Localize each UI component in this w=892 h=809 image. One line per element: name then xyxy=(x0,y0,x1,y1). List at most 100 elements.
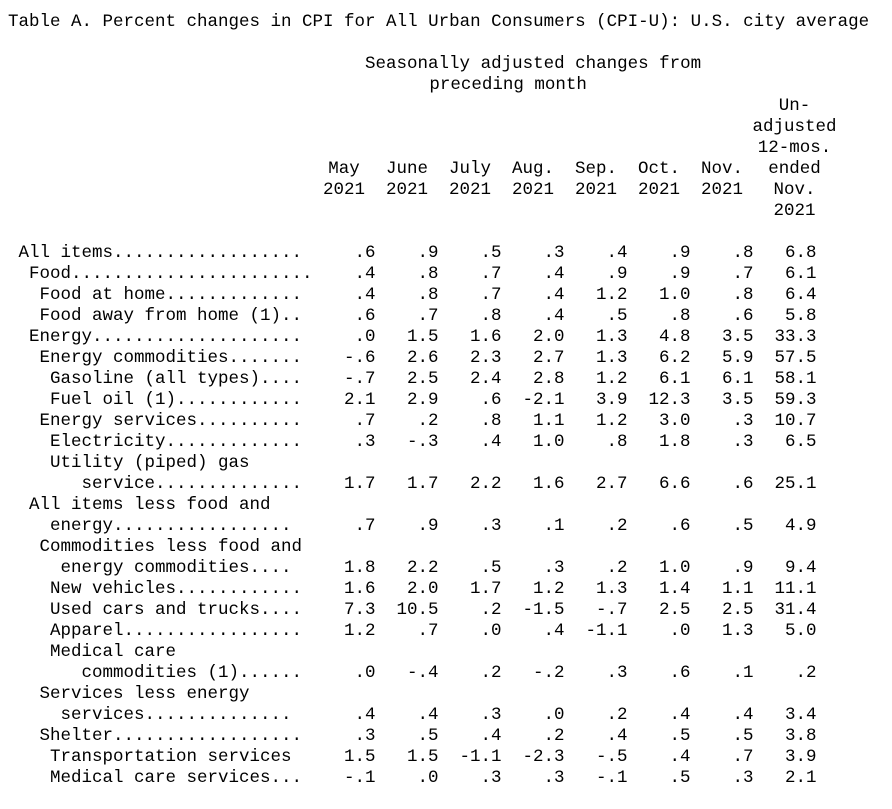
year-column-headers: 2021 2021 2021 2021 2021 2021 2021 xyxy=(8,180,892,201)
column-header-year-june-2021: 2021 xyxy=(386,180,429,200)
unadjusted-header-line-4: ended xyxy=(768,159,821,179)
cell-food-oct-2021: .9 xyxy=(669,264,691,284)
cell-fuel-oil-june-2021: 2.9 xyxy=(407,390,439,410)
cell-used-cars-and-trucks-may-2021: 7.3 xyxy=(344,600,376,620)
table-body: All items.................. .6.9.5.3.4.9.… xyxy=(8,243,892,789)
row-label-medical-care-commodities: Medical care xyxy=(8,642,177,662)
cell-all-items-less-food-and-energy-aug-2021: .1 xyxy=(543,516,565,536)
table-row-used-cars-and-trucks: Used cars and trucks.... 7.3 10.5 .2 -1.5 -.7… xyxy=(8,600,892,621)
cell-food-12mo-ended-nov-2021: 6.1 xyxy=(785,264,817,284)
cell-medical-care-services-aug-2021: .3 xyxy=(543,768,565,788)
cell-used-cars-and-trucks-aug-2021: -1.5 xyxy=(522,600,565,620)
row-label-energy-commodities: Energy commodities....... xyxy=(8,348,303,368)
row-label-services-less-energy-services: services.............. xyxy=(8,705,292,725)
cell-food-at-home-nov-2021: .8 xyxy=(732,285,754,305)
unadjusted-header-line-2: adjusted xyxy=(752,117,837,137)
cell-gasoline-all-types-aug-2021: 2.8 xyxy=(533,369,565,389)
row-label-electricity: Electricity............. xyxy=(8,432,303,452)
column-header-aug-2021: Aug. xyxy=(512,159,555,179)
cell-used-cars-and-trucks-oct-2021: 2.5 xyxy=(659,600,691,620)
cell-food-june-2021: .8 xyxy=(417,264,439,284)
table-row-transportation-services: Transportation services 1.5 1.5 -1.1 -2.3 -.5… xyxy=(8,747,892,768)
column-header-year-sep-2021: 2021 xyxy=(575,180,618,200)
cell-transportation-services-oct-2021: .4 xyxy=(669,747,691,767)
seasonally-adjusted-header-line2: preceding month xyxy=(429,75,587,95)
cell-transportation-services-july-2021: -1.1 xyxy=(459,747,502,767)
cell-all-items-12mo-ended-nov-2021: 6.8 xyxy=(785,243,817,263)
table-row-commodities-less-food-energy: energy commodities.... 1.8 2.2 .5 .3 .2 1.0 .9 9… xyxy=(8,558,892,579)
cell-energy-june-2021: 1.5 xyxy=(407,327,439,347)
cell-all-items-less-food-and-energy-nov-2021: .5 xyxy=(732,516,754,536)
table-row-gasoline-all-types: Gasoline (all types).... -.7 2.5 2.4 2.8 1.2 6… xyxy=(8,369,892,390)
cell-commodities-less-food-energy-may-2021: 1.8 xyxy=(344,558,376,578)
cell-all-items-less-food-and-energy-sep-2021: .2 xyxy=(606,516,628,536)
row-label-food-away-from-home: Food away from home (1).. xyxy=(8,306,303,326)
cell-food-away-from-home-aug-2021: .4 xyxy=(543,306,565,326)
cell-transportation-services-may-2021: 1.5 xyxy=(344,747,376,767)
column-header-year-nov-2021: 2021 xyxy=(701,180,744,200)
cell-used-cars-and-trucks-sep-2021: -.7 xyxy=(596,600,628,620)
cell-medical-care-commodities-may-2021: .0 xyxy=(354,663,376,683)
stub-column-spacer xyxy=(8,180,313,201)
cell-food-away-from-home-may-2021: .6 xyxy=(354,306,376,326)
cell-energy-12mo-ended-nov-2021: 33.3 xyxy=(774,327,817,347)
table-row-shelter: Shelter.................. .3 .5 .4 .2 .4 .5 .5 3… xyxy=(8,726,892,747)
unadjusted-12mo-column-header: Un-adjusted 12-mos. ended Nov. 2021 xyxy=(748,96,841,222)
cell-apparel-may-2021: 1.2 xyxy=(344,621,376,641)
table-row-commodities-less-food-energy-wrap: Commodities less food and xyxy=(8,537,892,558)
cell-apparel-sep-2021: -1.1 xyxy=(585,621,628,641)
cell-shelter-aug-2021: .2 xyxy=(543,726,565,746)
row-label-all-items: All items.................. xyxy=(8,243,303,263)
row-label-energy: Energy.................... xyxy=(8,327,303,347)
seasonally-adjusted-header-line1: Seasonally adjusted changes from xyxy=(365,54,702,74)
cell-transportation-services-june-2021: 1.5 xyxy=(407,747,439,767)
cell-utility-piped-gas-service-12mo-ended-nov-2021: 25.1 xyxy=(774,474,817,494)
cell-commodities-less-food-energy-sep-2021: .2 xyxy=(606,558,628,578)
row-label-gasoline-all-types: Gasoline (all types).... xyxy=(8,369,303,389)
cell-food-at-home-june-2021: .8 xyxy=(417,285,439,305)
cell-food-away-from-home-sep-2021: .5 xyxy=(606,306,628,326)
cell-apparel-12mo-ended-nov-2021: 5.0 xyxy=(785,621,817,641)
cell-used-cars-and-trucks-12mo-ended-nov-2021: 31.4 xyxy=(774,600,817,620)
cell-utility-piped-gas-service-nov-2021: .6 xyxy=(732,474,754,494)
row-label-all-items-less-food-and-energy: energy................. xyxy=(8,516,292,536)
cell-services-less-energy-services-may-2021: .4 xyxy=(354,705,376,725)
cell-all-items-may-2021: .6 xyxy=(354,243,376,263)
cell-gasoline-all-types-12mo-ended-nov-2021: 58.1 xyxy=(774,369,817,389)
cell-medical-care-services-june-2021: .0 xyxy=(417,768,439,788)
table-row-medical-care-services: Medical care services... -.1 .0 .3 .3 -.1 .5 .3… xyxy=(8,768,892,789)
cell-electricity-may-2021: .3 xyxy=(354,432,376,452)
cell-services-less-energy-services-june-2021: .4 xyxy=(417,705,439,725)
table-title: Table A. Percent changes in CPI for All … xyxy=(8,12,870,32)
cell-utility-piped-gas-service-june-2021: 1.7 xyxy=(407,474,439,494)
cell-fuel-oil-12mo-ended-nov-2021: 59.3 xyxy=(774,390,817,410)
cell-new-vehicles-may-2021: 1.6 xyxy=(344,579,376,599)
cell-food-aug-2021: .4 xyxy=(543,264,565,284)
table-row-all-items-less-food-and-energy-wrap: All items less food and xyxy=(8,495,892,516)
cell-services-less-energy-services-12mo-ended-nov-2021: 3.4 xyxy=(785,705,817,725)
column-header-year-may-2021: 2021 xyxy=(323,180,366,200)
cell-utility-piped-gas-service-sep-2021: 2.7 xyxy=(596,474,628,494)
cell-services-less-energy-services-oct-2021: .4 xyxy=(669,705,691,725)
row-label-new-vehicles: New vehicles............ xyxy=(8,579,303,599)
row-label-services-less-energy-services: Services less energy xyxy=(8,684,250,704)
row-label-utility-piped-gas-service: Utility (piped) gas xyxy=(8,453,250,473)
cell-energy-nov-2021: 3.5 xyxy=(722,327,754,347)
unadjusted-header-line-6: 2021 xyxy=(773,201,816,221)
cell-shelter-nov-2021: .5 xyxy=(732,726,754,746)
cell-energy-commodities-aug-2021: 2.7 xyxy=(533,348,565,368)
cell-food-nov-2021: .7 xyxy=(732,264,754,284)
column-header-nov-2021: Nov. xyxy=(701,159,744,179)
cell-food-away-from-home-june-2021: .7 xyxy=(417,306,439,326)
cell-services-less-energy-services-nov-2021: .4 xyxy=(732,705,754,725)
cell-food-at-home-12mo-ended-nov-2021: 6.4 xyxy=(785,285,817,305)
cell-food-away-from-home-oct-2021: .8 xyxy=(669,306,691,326)
cell-energy-services-may-2021: .7 xyxy=(354,411,376,431)
row-label-apparel: Apparel................. xyxy=(8,621,303,641)
cell-utility-piped-gas-service-oct-2021: 6.6 xyxy=(659,474,691,494)
cell-energy-commodities-june-2021: 2.6 xyxy=(407,348,439,368)
column-header-year-oct-2021: 2021 xyxy=(638,180,681,200)
cell-food-away-from-home-july-2021: .8 xyxy=(480,306,502,326)
column-header-year-july-2021: 2021 xyxy=(449,180,492,200)
